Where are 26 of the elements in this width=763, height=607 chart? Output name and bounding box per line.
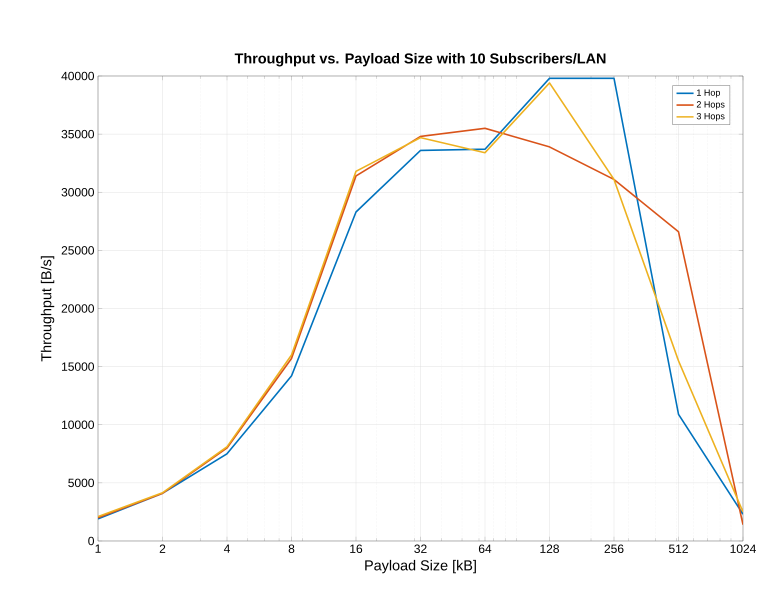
x-tick-label: 32 [414,544,427,554]
x-tick-label: 2 [160,544,166,553]
x-tick-label: 64 [478,544,492,554]
y-tick-label: 10000 [62,420,94,429]
y-tick-label: 40000 [61,72,94,80]
x-tick-label: 1024 [730,544,756,554]
x-axis-title: Payload Size [kB] [365,560,476,574]
x-tick-label: 1 [96,544,101,553]
y-tick-label: 20000 [62,304,94,313]
x-tick-label: 4 [224,544,230,553]
chart-title: Throughput vs. Payload Size with 10 Subscribers/LAN [234,52,606,66]
x-tick-label: 256 [604,544,624,554]
x-tick-label: 512 [668,544,688,554]
legend-label: 2 Hops [696,101,725,110]
y-tick-label: 0 [88,536,94,546]
y-tick-label: 35000 [62,130,94,138]
x-tick-label: 128 [540,544,559,554]
y-tick-label: 30000 [62,188,94,196]
y-tick-label: 15000 [62,362,94,371]
legend-label: 3 Hops [696,112,725,122]
y-tick-label: 5000 [68,478,94,488]
y-axis-title: Throughput [B/s] [40,256,54,362]
x-tick-label: 8 [288,544,294,554]
legend-label: 1 Hop [697,89,720,98]
x-tick-label: 16 [350,544,362,554]
y-tick-label: 25000 [62,246,94,255]
